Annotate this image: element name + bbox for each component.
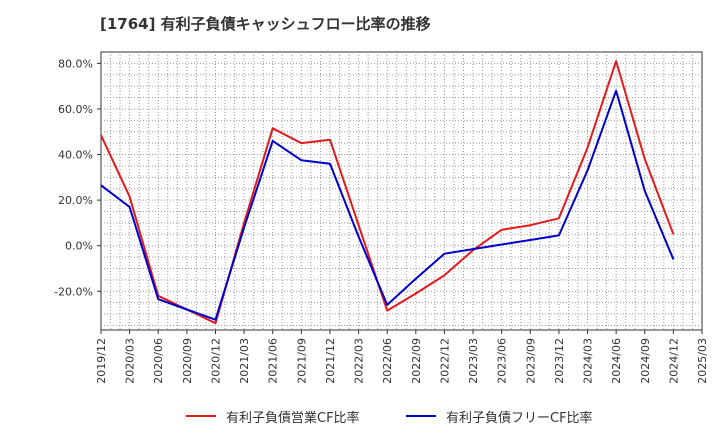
legend-swatch-red [186, 415, 216, 417]
x-tick-label: 2020/03 [124, 338, 137, 384]
legend-label: 有利子負債フリーCF比率 [446, 410, 593, 426]
y-tick-label: 80.0% [58, 57, 93, 70]
grid [101, 52, 702, 330]
x-tick-label: 2021/06 [267, 338, 280, 384]
legend-item-free-cf: 有利子負債フリーCF比率 [406, 404, 593, 428]
x-tick-label: 2022/06 [381, 338, 394, 384]
legend-item-operating-cf: 有利子負債営業CF比率 [186, 404, 360, 428]
y-axis: -20.0% 0.0% 20.0% 40.0% 60.0% 80.0% [54, 57, 101, 298]
y-tick-label: 60.0% [58, 103, 93, 116]
series-line-1 [100, 60, 675, 325]
x-tick-label: 2023/12 [553, 338, 566, 384]
x-tick-label: 2024/12 [667, 338, 680, 384]
y-tick-label: 0.0% [65, 240, 93, 253]
x-tick-label: 2020/12 [209, 338, 222, 384]
plot-area [100, 51, 703, 331]
y-tick-label: 40.0% [58, 149, 93, 162]
x-tick-label: 2022/09 [410, 338, 423, 384]
x-tick-label: 2021/09 [295, 338, 308, 384]
x-tick-label: 2022/12 [438, 338, 451, 384]
x-tick-label: 2020/09 [181, 338, 194, 384]
x-tick-label: 2024/09 [639, 338, 652, 384]
y-tick-label: -20.0% [54, 285, 93, 298]
x-tick-label: 2024/06 [610, 338, 623, 384]
x-tick-label: 2021/12 [324, 338, 337, 384]
x-tick-label: 2020/06 [152, 338, 165, 384]
x-tick-label: 2025/03 [696, 338, 709, 384]
x-axis: 2019/12 2020/03 2020/06 2020/09 2020/12 2021/… [95, 330, 709, 384]
x-tick-label: 2023/06 [496, 338, 509, 384]
series-group [100, 60, 675, 325]
y-tick-label: 20.0% [58, 194, 93, 207]
series-line-2 [100, 89, 675, 321]
x-tick-label: 2022/03 [353, 338, 366, 384]
legend-label: 有利子負債営業CF比率 [226, 410, 360, 426]
legend-swatch-blue [406, 415, 436, 417]
chart-title: [1764] 有利子負債キャッシュフロー比率の推移 [100, 15, 431, 33]
x-tick-label: 2024/03 [582, 338, 595, 384]
x-tick-label: 2021/03 [238, 338, 251, 384]
x-tick-label: 2019/12 [95, 338, 108, 384]
legend: 有利子負債営業CF比率 有利子負債フリーCF比率 [0, 404, 720, 428]
x-tick-label: 2023/09 [524, 338, 537, 384]
x-tick-label: 2023/03 [467, 338, 480, 384]
